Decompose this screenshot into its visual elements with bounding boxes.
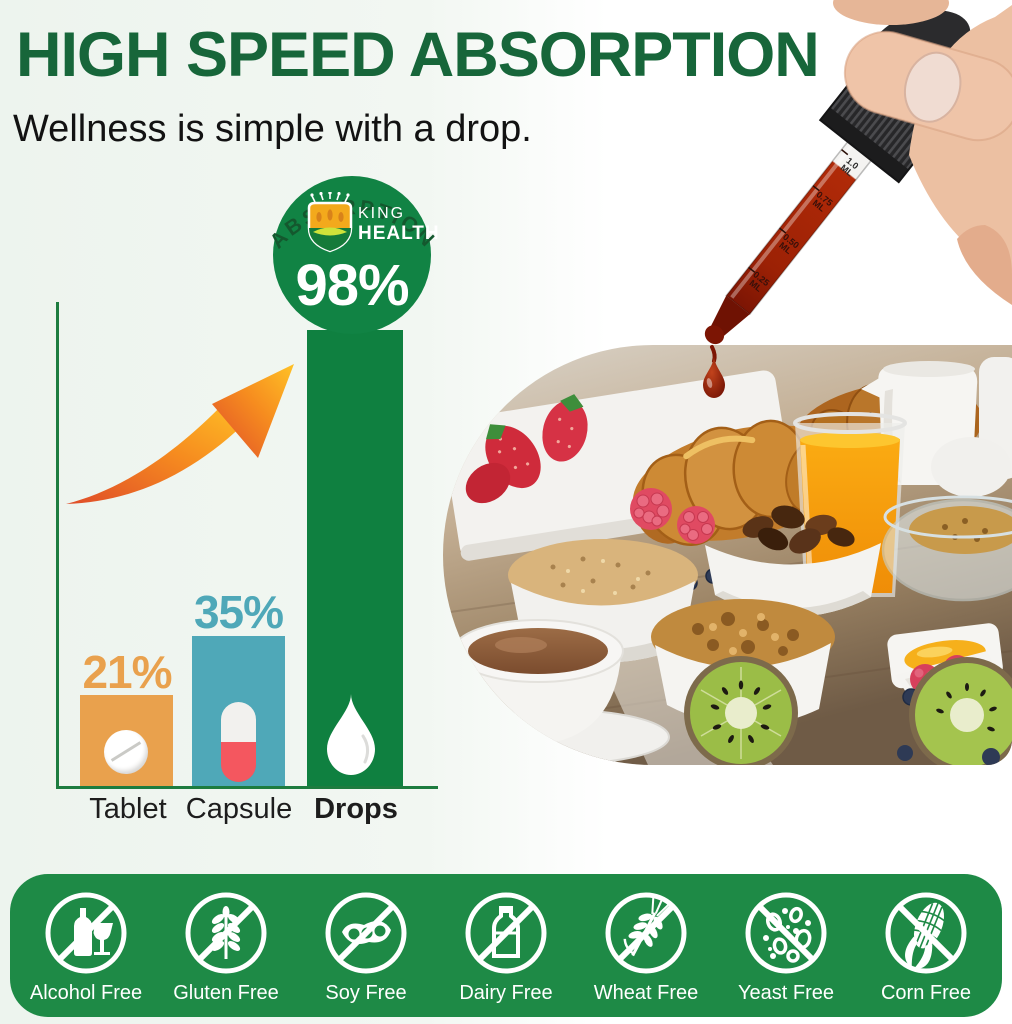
badge-label: Soy Free — [325, 981, 407, 1004]
brand-king: KING — [358, 205, 406, 222]
marking-1ml: 1.0ML — [839, 155, 861, 178]
free-badges-banner: Alcohol Free Gluten Free — [10, 874, 1002, 1017]
category-label-capsule: Capsule — [185, 793, 293, 825]
blueberry — [982, 748, 1000, 765]
badge-label: Yeast Free — [738, 981, 834, 1004]
glass-bowl — [881, 495, 1012, 602]
kiwi-half-right — [909, 657, 1012, 765]
chart-y-axis — [56, 302, 59, 789]
badge-gluten-free: Gluten Free — [160, 887, 292, 1005]
brand-name: KING HEALTH — [358, 205, 440, 244]
wheat-stalk-icon — [605, 892, 687, 973]
badge-label: Gluten Free — [173, 981, 279, 1004]
badge-label: Wheat Free — [593, 981, 699, 1004]
water-drop-icon — [327, 694, 375, 775]
category-label-drops: Drops — [314, 793, 398, 825]
kiwi-half-front — [684, 656, 798, 765]
badge-alcohol-free: Alcohol Free — [20, 887, 152, 1005]
badge-yeast-free: Yeast Free — [720, 887, 852, 1005]
growth-arrow-icon — [66, 364, 294, 504]
badge-dairy-free: Dairy Free — [440, 887, 572, 1005]
hand — [833, 0, 1012, 305]
falling-drop — [703, 345, 725, 398]
page-title: HIGH SPEED ABSORPTION — [16, 20, 820, 90]
badge-wheat-free: Wheat Free — [580, 887, 712, 1005]
capsule-pill-icon — [221, 702, 256, 782]
raspberries — [630, 488, 715, 544]
milk-bottle-icon — [465, 892, 547, 973]
breakfast-photo — [443, 345, 1012, 765]
dropper-with-hand: 1.0ML 0.75ML 0.50ML 0.25ML — [703, 0, 1012, 398]
category-label-tablet: Tablet — [89, 793, 167, 825]
sugar-bowl — [931, 437, 1011, 497]
absorption-circle — [273, 176, 431, 334]
chart-x-axis — [56, 786, 438, 789]
muesli-bowl — [508, 539, 698, 663]
yeast-cells-icon — [745, 892, 827, 973]
badge-label: Dairy Free — [459, 981, 553, 1004]
badge-label: Corn Free — [880, 981, 972, 1004]
blueberry — [897, 745, 913, 761]
soybean-pod-icon — [325, 892, 407, 973]
wheat-ear-icon — [185, 892, 267, 973]
brand-health: HEALTH — [358, 223, 440, 244]
value-label-capsule: 35% — [193, 586, 284, 638]
page-subtitle: Wellness is simple with a drop. — [13, 108, 532, 150]
badge-corn-free: Corn Free — [860, 887, 992, 1005]
wine-bottle-and-glass-icon — [45, 892, 127, 973]
strawberries — [465, 394, 588, 504]
dropper-tip — [710, 295, 750, 337]
king-health-logo-icon — [307, 192, 353, 253]
value-label-tablet: 21% — [82, 646, 172, 698]
chocolate-cereal-bowl — [705, 505, 881, 617]
tablet-pill-icon — [104, 730, 148, 774]
corn-cob-icon — [885, 892, 967, 973]
badge-label: Alcohol Free — [29, 981, 143, 1004]
badge-soy-free: Soy Free — [300, 887, 432, 1005]
value-label-drops: 98% — [295, 253, 409, 318]
